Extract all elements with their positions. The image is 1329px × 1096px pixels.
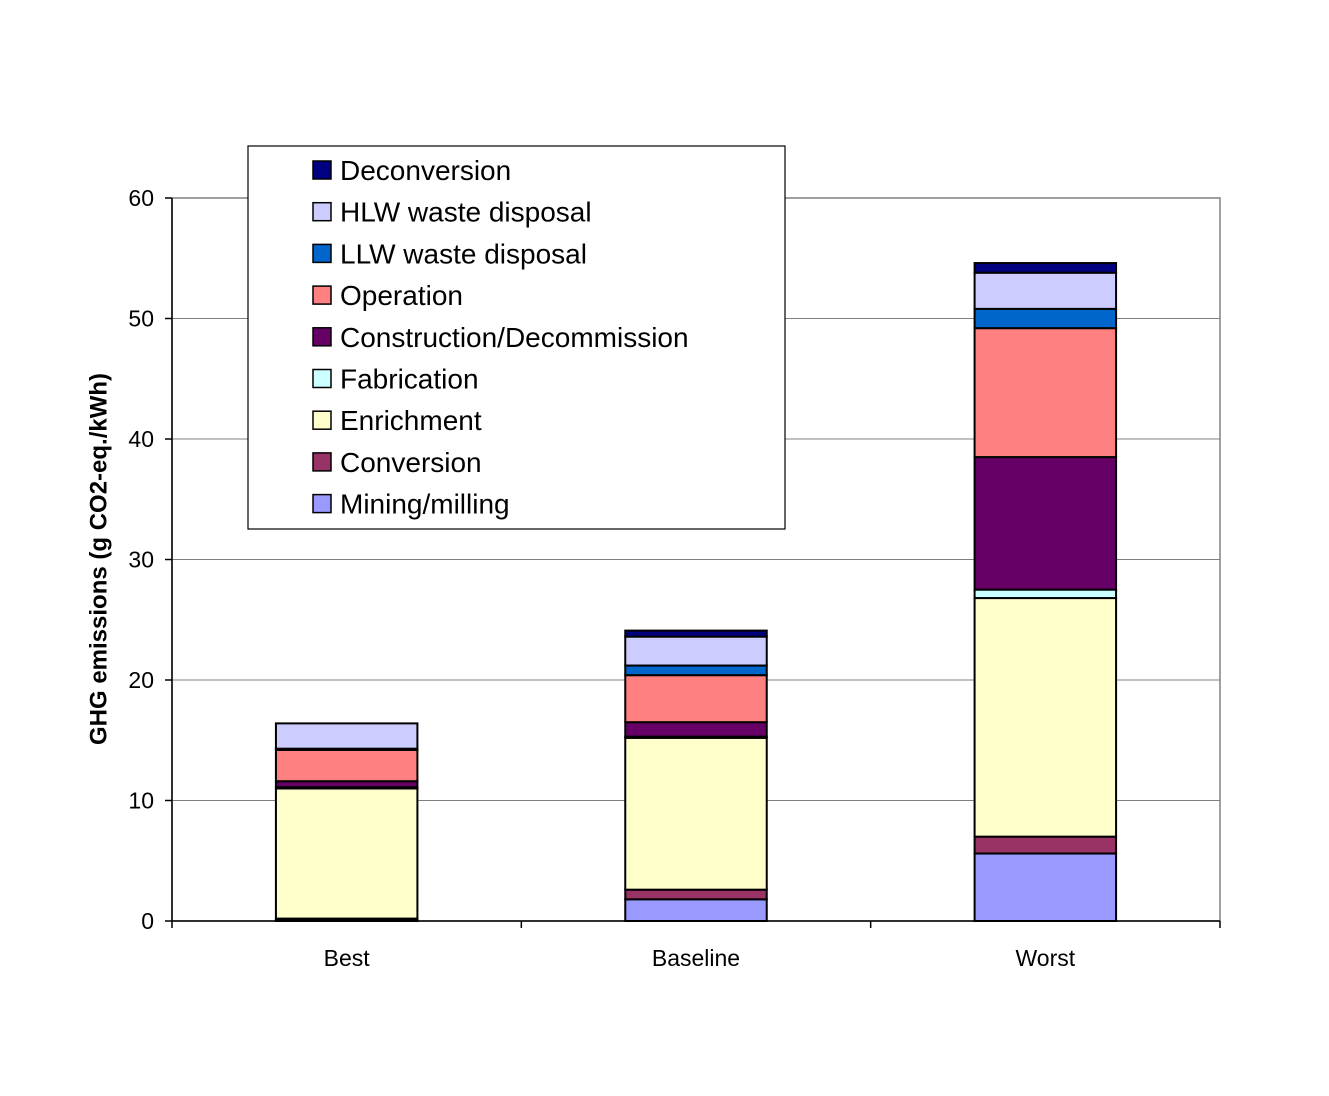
legend-swatch <box>312 160 332 180</box>
y-tick-label: 0 <box>141 908 154 934</box>
legend-label: Construction/Decommission <box>340 322 689 353</box>
y-tick-label: 30 <box>128 547 154 573</box>
bar-segment <box>973 852 1118 923</box>
y-tick-label: 20 <box>128 667 154 693</box>
legend-swatch <box>312 201 332 222</box>
legend-box <box>247 145 786 530</box>
legend-swatch <box>312 452 332 472</box>
bar-segment <box>973 271 1118 310</box>
x-category-label: Best <box>324 945 371 971</box>
bar-segment <box>973 597 1118 838</box>
y-tick-label: 50 <box>128 306 154 332</box>
legend-label: Operation <box>340 280 463 311</box>
bar-segment <box>973 456 1118 591</box>
legend-label: Deconversion <box>340 155 511 186</box>
legend-label: LLW waste disposal <box>340 238 587 269</box>
bar-segment <box>973 835 1118 855</box>
bar-segment <box>624 721 768 738</box>
legend-swatch <box>312 493 332 514</box>
bar-segment <box>973 262 1118 274</box>
bar-segment <box>973 307 1118 330</box>
y-tick-label: 40 <box>128 426 154 452</box>
legend-swatch <box>312 410 332 430</box>
legend-label: Conversion <box>340 447 482 478</box>
bar-segment <box>624 635 768 667</box>
y-axis-ticks: 0 10 20 30 40 50 60 <box>128 185 172 934</box>
bar-segment <box>973 327 1118 459</box>
legend-label: Fabrication <box>340 364 479 395</box>
legend-swatch <box>312 285 332 305</box>
bar-segment <box>973 588 1118 600</box>
bars <box>274 262 1118 923</box>
bar-segment <box>624 629 768 638</box>
bar-segment <box>624 888 768 901</box>
bar-segment <box>624 674 768 724</box>
bar-segment <box>624 736 768 891</box>
legend-swatch <box>312 327 332 347</box>
legend-label: Mining/milling <box>340 489 510 520</box>
legend: Deconversion HLW waste disposal LLW waste … <box>247 145 786 530</box>
legend-swatch <box>312 368 332 389</box>
legend-label: HLW waste disposal <box>340 197 592 228</box>
y-axis-title: GHG emissions (g CO2-eq./kWh) <box>85 373 112 745</box>
y-tick-label: 10 <box>128 788 154 814</box>
x-category-label: Worst <box>1016 945 1076 971</box>
bar-segment <box>624 664 768 677</box>
legend-swatch <box>312 243 332 264</box>
bar-segment <box>274 748 419 783</box>
bar-segment <box>274 722 419 750</box>
y-tick-label: 60 <box>128 185 154 211</box>
bar-segment <box>274 787 419 920</box>
x-axis-ticks: Best Baseline Worst <box>171 921 1221 971</box>
x-category-label: Baseline <box>652 945 740 971</box>
legend-label: Enrichment <box>340 405 482 436</box>
bar-segment <box>624 898 768 922</box>
